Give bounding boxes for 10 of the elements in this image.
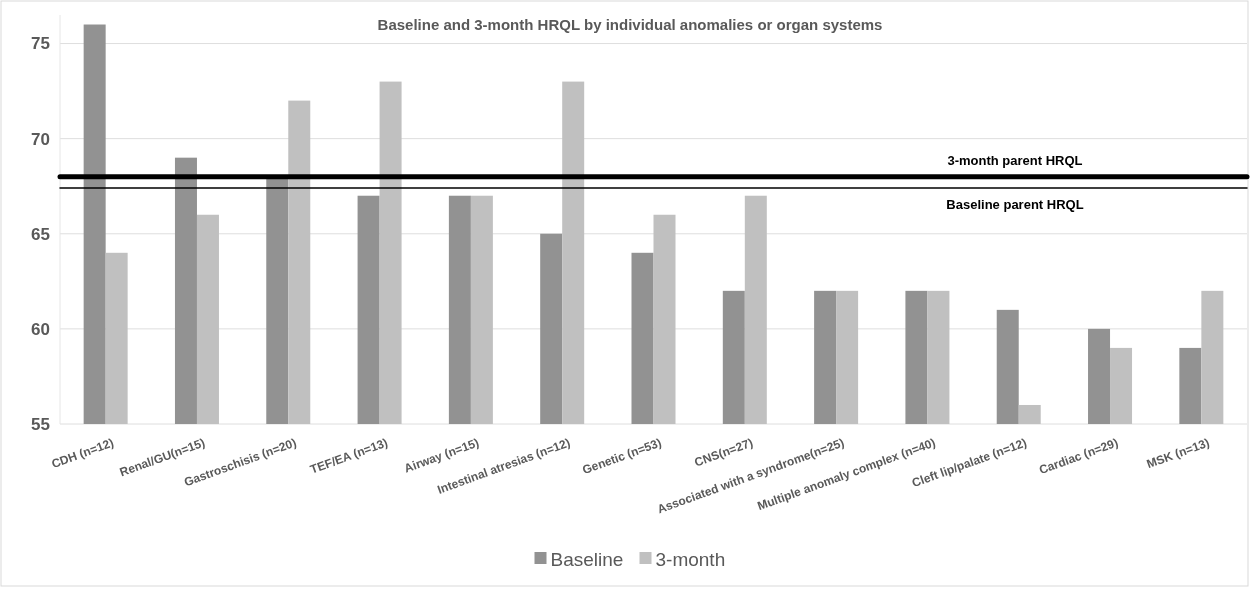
y-tick-label: 70 — [31, 129, 50, 149]
legend-label: Baseline — [550, 548, 624, 570]
y-tick-label: 60 — [31, 319, 50, 339]
y-tick-label: 55 — [31, 414, 50, 434]
legend-label: 3-month — [655, 548, 726, 570]
y-tick-label: 65 — [31, 224, 50, 244]
ref-line-label: Baseline parent HRQL — [946, 197, 1084, 213]
ref-line-label: 3-month parent HRQL — [947, 152, 1083, 168]
y-tick-label: 75 — [31, 34, 50, 54]
chart-title: Baseline and 3-month HRQL by individual anomalies or organ systems — [377, 16, 883, 33]
